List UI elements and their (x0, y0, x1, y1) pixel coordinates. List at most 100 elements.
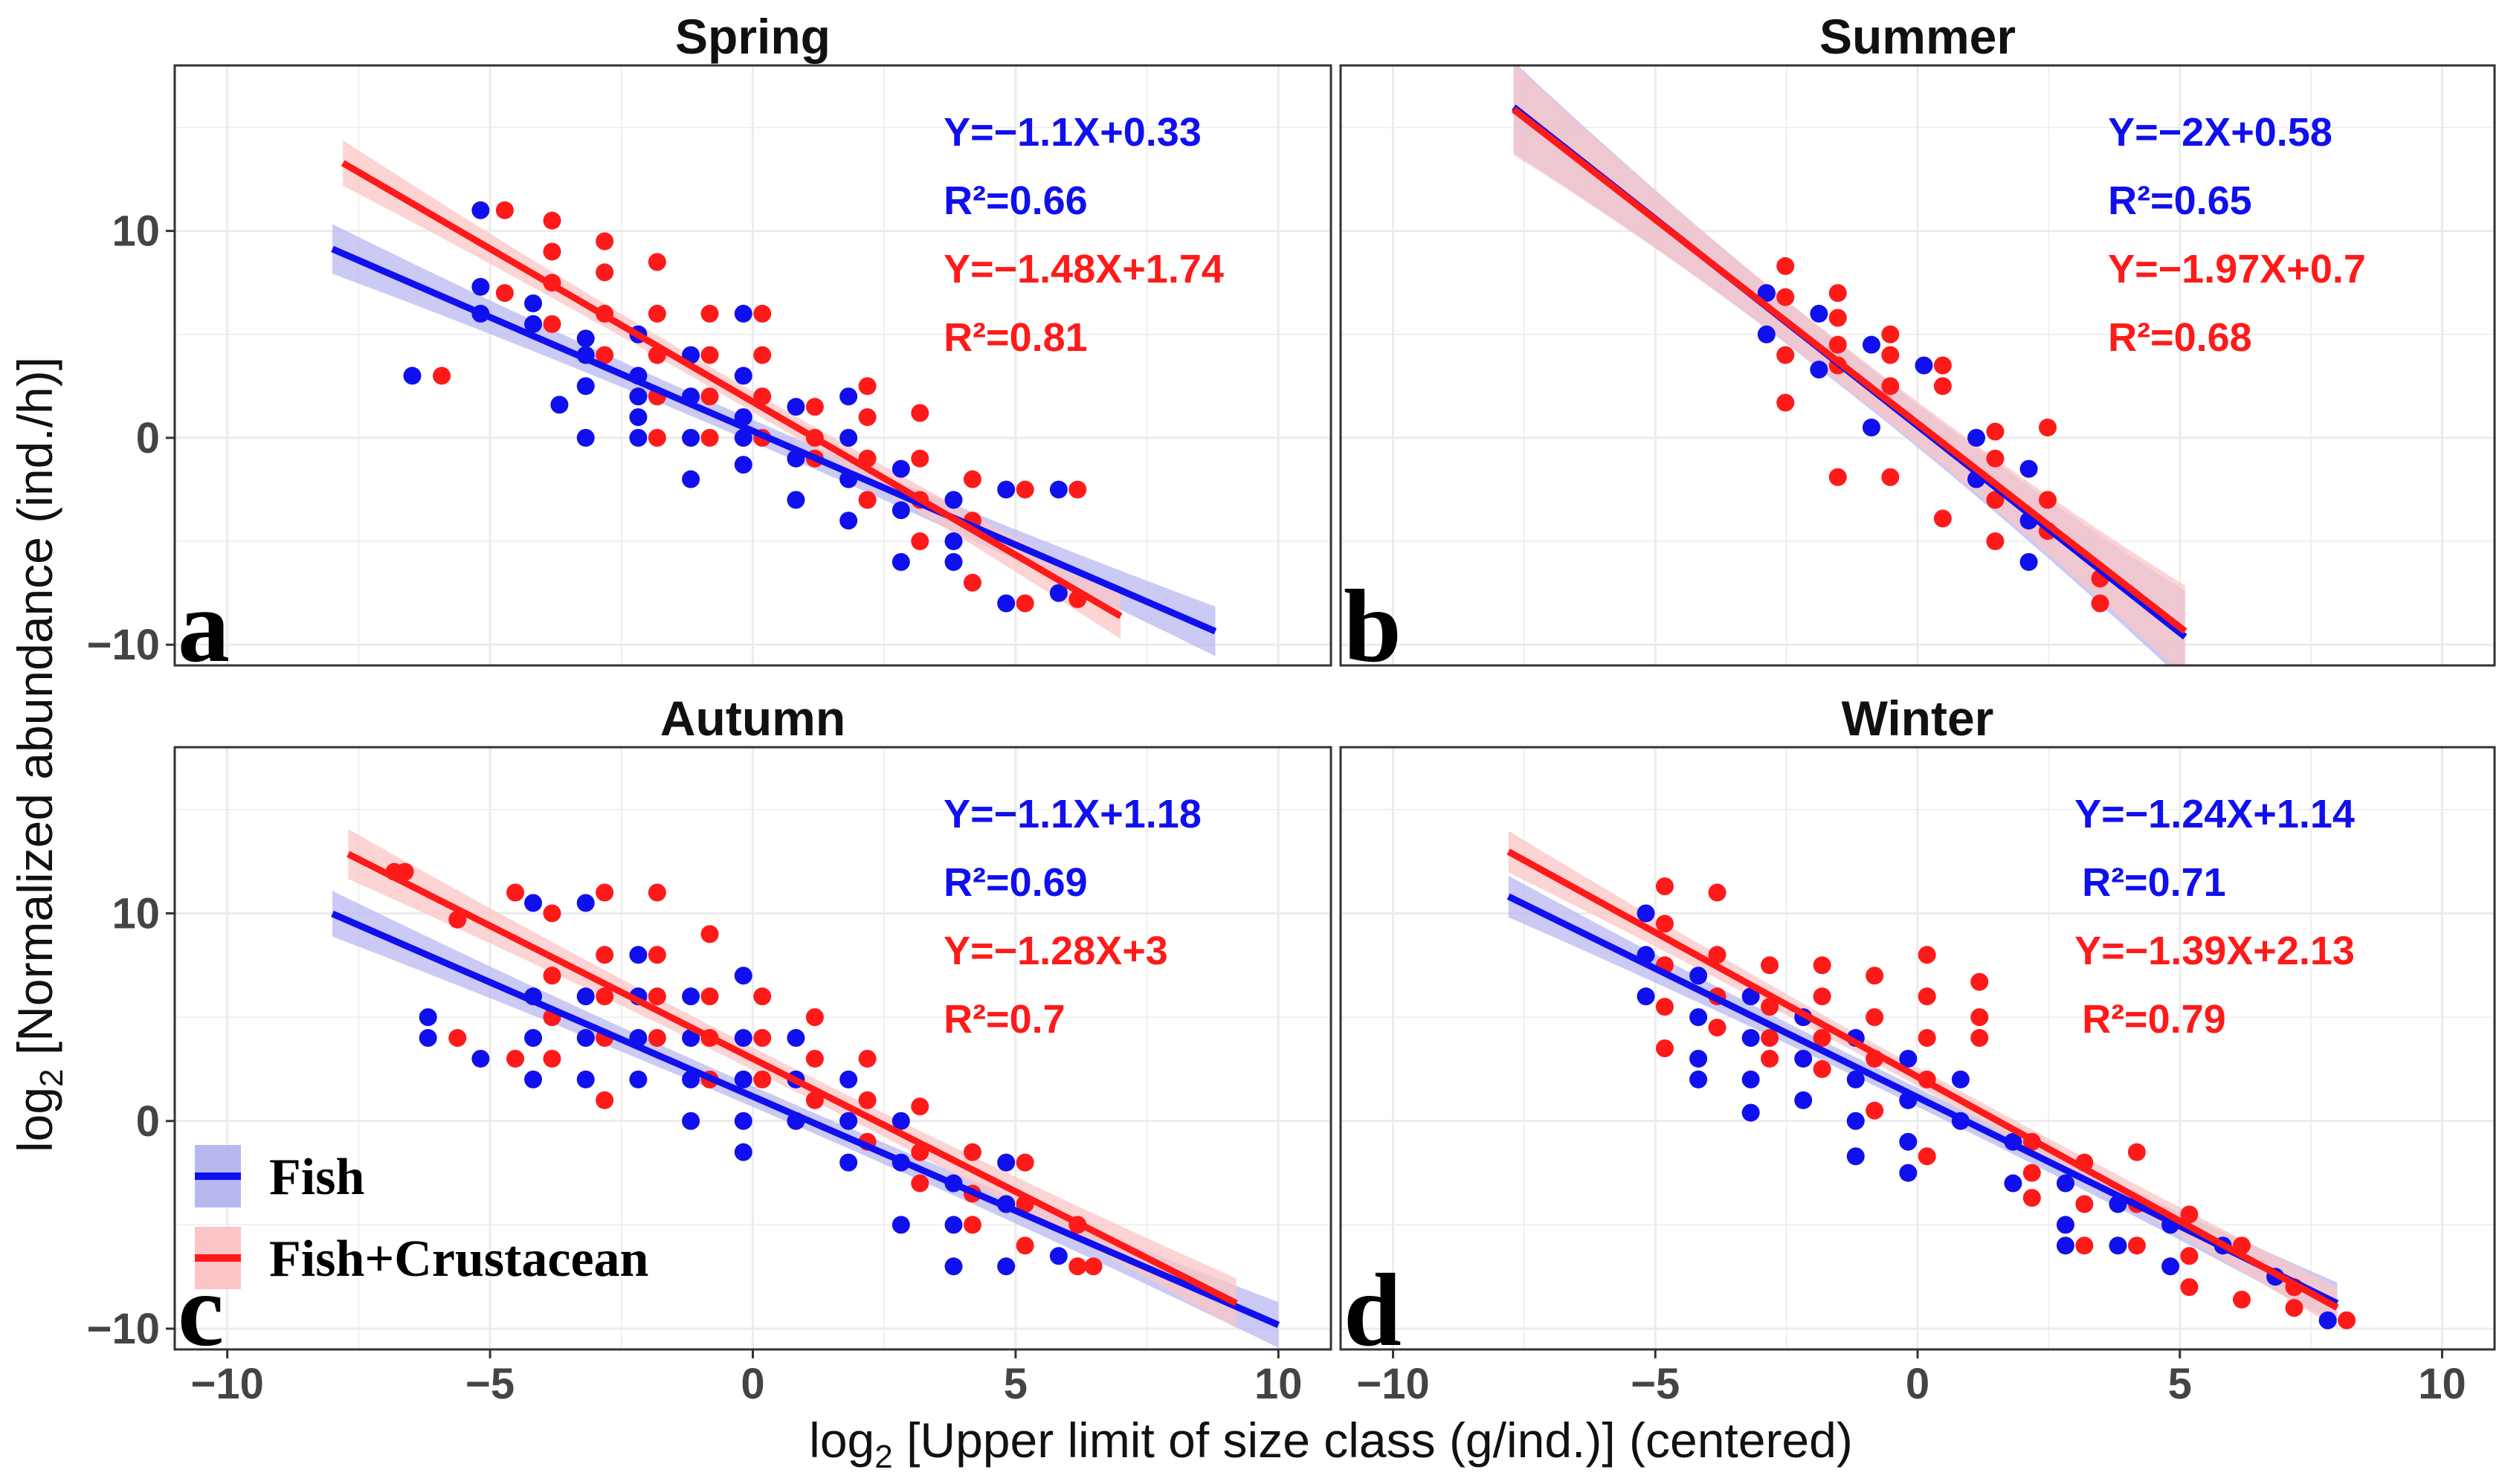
crust-point (805, 398, 824, 416)
fish-point (2109, 1236, 2127, 1255)
crust-point (753, 987, 772, 1006)
fish-regression-line (331, 245, 1217, 635)
crust-point (2038, 491, 2057, 509)
fish-point (1846, 1112, 1865, 1130)
crust-confidence-band (1513, 65, 2185, 665)
crust-point (1970, 1029, 1989, 1048)
fish-point (787, 491, 805, 509)
fish-point (576, 377, 595, 396)
fish-point (1741, 1103, 1760, 1122)
crust-point (2091, 594, 2109, 613)
crust-point (543, 314, 561, 333)
crust-point (1986, 422, 2005, 441)
fish-r2: R²=0.65 (2108, 178, 2252, 223)
crust-point (543, 967, 561, 985)
crust-point (1761, 998, 1779, 1016)
crust-point (1813, 1059, 1831, 1078)
fish-point (2019, 459, 2038, 478)
fish-point (682, 470, 700, 488)
crust-regression-line (346, 851, 1238, 1306)
crust-point (596, 346, 614, 364)
fish-point (419, 1008, 437, 1027)
crust-point (648, 304, 666, 323)
fish-r2: R²=0.71 (2082, 860, 2226, 905)
plot-area (331, 829, 1280, 1348)
fish-point (1741, 1070, 1760, 1088)
fish-point (576, 329, 595, 348)
fish-point (1794, 1049, 1813, 1068)
crust-regression-line (341, 160, 1123, 619)
x-axis-title: log2 [Upper limit of size class (g/ind.)… (809, 1413, 1853, 1475)
legend-fish-label: Fish (269, 1149, 364, 1206)
fish-point (839, 428, 858, 447)
fish-equation: Y=−1.1X+0.33 (944, 110, 1202, 155)
fish-point (682, 987, 700, 1006)
crust-point (596, 946, 614, 964)
crust-point (495, 201, 514, 219)
crust-point (596, 263, 614, 282)
fish-point (892, 459, 910, 478)
fish-point (1899, 1164, 1918, 1182)
crust-r2: R²=0.81 (944, 315, 1088, 360)
crust-point (2180, 1278, 2199, 1297)
fish-r2: R²=0.66 (944, 178, 1088, 223)
crust-point (963, 470, 981, 488)
crust-point (1828, 309, 1847, 327)
panel-title: Winter (1842, 691, 1994, 746)
crust-point (1708, 946, 1726, 964)
y-tick-label: 10 (112, 889, 160, 938)
crust-point (2022, 1164, 2041, 1182)
crust-point (753, 1029, 772, 1048)
fish-point (576, 428, 595, 447)
crust-point (858, 408, 877, 427)
fish-point (471, 1049, 490, 1068)
crust-point (596, 1091, 614, 1109)
fish-point (1741, 1029, 1760, 1048)
crust-point (543, 1049, 561, 1068)
fish-point (1741, 987, 1760, 1006)
fish-point (1689, 967, 1708, 985)
fish-point (997, 1153, 1016, 1172)
fish-point (892, 552, 910, 571)
fish-point (944, 1216, 963, 1234)
crust-point (1881, 377, 1900, 396)
fish-point (1862, 335, 1880, 354)
crust-point (911, 1174, 929, 1193)
crust-point (495, 284, 514, 303)
fish-equation: Y=−2X+0.58 (2108, 110, 2332, 155)
crust-point (1933, 509, 1952, 528)
crust-point (1655, 877, 1674, 896)
fish-point (734, 304, 752, 323)
fish-point (2004, 1174, 2022, 1193)
crust-point (1708, 883, 1726, 902)
fish-point (2056, 1216, 2074, 1234)
crust-point (1918, 1147, 1936, 1166)
fish-point (2056, 1236, 2074, 1255)
crust-point (1933, 356, 1952, 375)
crust-point (805, 1008, 824, 1027)
x-tick-label: −10 (1356, 1360, 1429, 1408)
fish-point (839, 1070, 858, 1088)
x-tick-label: 10 (2418, 1360, 2466, 1408)
crust-point (1655, 914, 1674, 933)
fish-point (734, 428, 752, 447)
plot-area (1512, 65, 2187, 665)
crust-point (648, 987, 666, 1006)
fish-point (576, 987, 595, 1006)
crust-r2: R²=0.79 (2082, 997, 2226, 1042)
crust-point (648, 946, 666, 964)
crust-equation: Y=−1.48X+1.74 (944, 247, 1224, 291)
y-tick-label: 10 (112, 207, 160, 256)
crust-r2: R²=0.7 (944, 997, 1065, 1042)
fish-point (944, 552, 963, 571)
crust-point (1708, 1019, 1726, 1037)
crust-point (963, 1143, 981, 1161)
crust-point (2038, 418, 2057, 436)
fish-point (839, 387, 858, 406)
fish-point (997, 594, 1016, 613)
crust-point (543, 242, 561, 261)
crust-equation: Y=−1.97X+0.7 (2108, 247, 2366, 291)
crust-point (700, 925, 719, 943)
fish-point (1899, 1049, 1918, 1068)
